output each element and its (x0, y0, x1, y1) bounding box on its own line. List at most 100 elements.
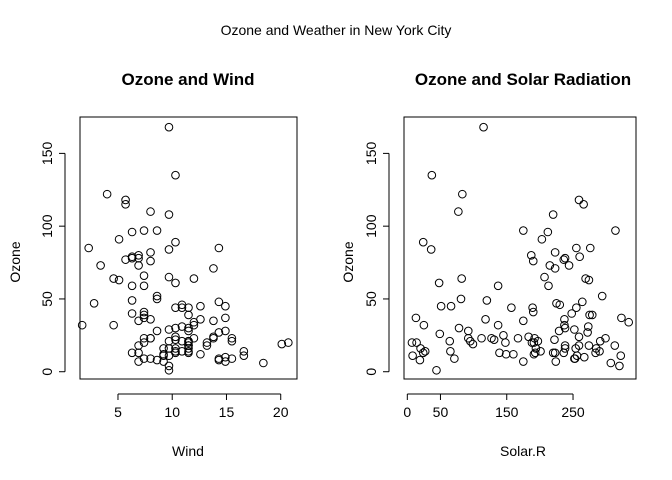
data-point (177, 303, 187, 312)
data-point (489, 335, 499, 345)
data-point (209, 316, 218, 326)
y-tick-label: 0 (363, 368, 379, 376)
data-point (509, 349, 518, 359)
data-point (454, 207, 463, 216)
data-point (584, 341, 594, 350)
data-point (595, 336, 605, 346)
x-axis-title: Wind (172, 443, 204, 459)
data-point (152, 291, 162, 301)
data-point (513, 333, 523, 343)
data-point (134, 341, 143, 350)
data-point (560, 315, 569, 324)
data-point (559, 348, 569, 358)
data-point (526, 250, 536, 260)
data-point (493, 281, 503, 291)
data-point (548, 210, 558, 219)
data-point (617, 313, 626, 323)
data-point (550, 264, 560, 273)
x-tick-label: 20 (273, 404, 289, 420)
data-point (540, 272, 549, 282)
y-axis-title: Ozone (7, 241, 23, 282)
data-point (96, 261, 105, 270)
data-point (537, 234, 547, 244)
y-tick-label: 0 (39, 368, 55, 376)
data-point (209, 264, 218, 273)
data-point (529, 338, 539, 347)
data-point (446, 347, 455, 356)
data-point (139, 281, 149, 291)
data-point (528, 307, 538, 317)
data-point (536, 347, 545, 356)
data-point (519, 316, 528, 326)
data-point (415, 355, 425, 365)
data-point (209, 332, 218, 342)
data-point (432, 365, 441, 375)
data-point (458, 189, 467, 199)
axis-ticks: 5 10 15 20 0 50 100 150 (39, 141, 289, 420)
data-point (109, 320, 118, 330)
data-point (171, 332, 180, 342)
data-point (152, 326, 162, 336)
data-point (479, 122, 488, 132)
data-point (139, 226, 149, 235)
data-point (550, 335, 559, 345)
data-point (468, 339, 478, 349)
data-point (528, 256, 538, 266)
data-point (418, 348, 428, 358)
data-point (202, 338, 212, 347)
data-point (146, 207, 155, 216)
data-point (583, 322, 593, 331)
data-point (189, 333, 199, 343)
data-point (574, 332, 584, 342)
x-tick-label: 15 (219, 404, 235, 420)
data-point (477, 333, 486, 343)
data-point (533, 336, 543, 346)
x-tick-label: 0 (403, 404, 411, 420)
data-point (560, 253, 570, 263)
data-point (559, 255, 569, 264)
y-tick-label: 100 (363, 214, 379, 238)
data-point (610, 341, 620, 350)
data-point (560, 323, 570, 333)
data-point (159, 344, 168, 353)
data-point (114, 275, 124, 285)
x-tick-label: 10 (164, 404, 180, 420)
data-point (134, 357, 143, 366)
data-point (184, 323, 193, 333)
data-point (114, 234, 124, 244)
data-point (227, 333, 237, 343)
data-point (171, 344, 180, 353)
data-point (121, 195, 130, 205)
x-axis-title: Solar.R (500, 443, 546, 459)
data-point (214, 328, 224, 337)
data-point (445, 336, 455, 346)
data-point (574, 195, 584, 205)
data-point (570, 354, 579, 363)
data-point (543, 227, 553, 237)
data-point (184, 310, 193, 320)
data-point (611, 226, 620, 235)
data-point (591, 344, 601, 353)
data-point (412, 338, 421, 347)
data-point (501, 338, 510, 347)
data-point (482, 296, 492, 305)
data-point (560, 341, 570, 350)
data-point (171, 335, 180, 345)
data-point (196, 349, 205, 359)
data-point (227, 354, 237, 363)
data-point (465, 336, 475, 346)
data-point (570, 325, 579, 334)
data-point (89, 299, 99, 308)
data-point (420, 347, 430, 356)
data-point (146, 315, 155, 324)
data-point (202, 341, 212, 350)
data-point (446, 301, 456, 311)
data-point (550, 248, 560, 257)
data-point (435, 329, 445, 339)
data-point (164, 272, 174, 282)
data-point (601, 333, 610, 343)
data-point (578, 297, 587, 307)
data-point (171, 323, 180, 333)
y-tick-label: 100 (39, 214, 55, 238)
